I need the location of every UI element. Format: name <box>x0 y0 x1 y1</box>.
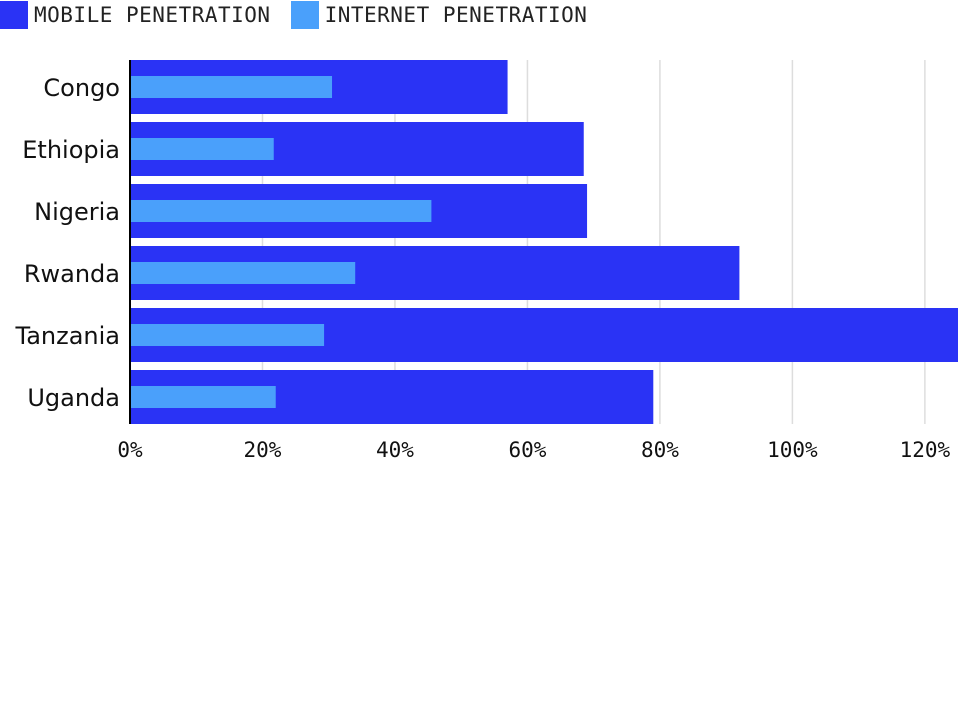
category-label-congo: Congo <box>43 74 120 102</box>
category-label-rwanda: Rwanda <box>24 260 120 288</box>
legend-item-mobile: MOBILE PENETRATION <box>0 1 271 29</box>
x-tick-label-4: 80% <box>641 438 679 462</box>
bar-internet-congo <box>130 76 333 98</box>
category-label-tanzania: Tanzania <box>15 322 121 350</box>
legend-item-internet: INTERNET PENETRATION <box>290 1 588 29</box>
legend-label-mobile: MOBILE PENETRATION <box>34 3 271 27</box>
legend-label-internet: INTERNET PENETRATION <box>324 3 588 27</box>
x-tick-label-0: 0% <box>117 438 143 462</box>
chart-legend: MOBILE PENETRATION INTERNET PENETRATION <box>0 0 607 30</box>
category-label-nigeria: Nigeria <box>34 198 120 226</box>
x-tick-label-1: 20% <box>244 438 282 462</box>
legend-swatch-internet <box>290 1 319 29</box>
x-tick-label-5: 100% <box>767 438 818 462</box>
bar-internet-nigeria <box>130 200 432 222</box>
x-tick-label-2: 40% <box>376 438 414 462</box>
x-tick-label-3: 60% <box>508 438 546 462</box>
bar-internet-uganda <box>130 386 276 408</box>
category-label-ethiopia: Ethiopia <box>22 136 120 164</box>
x-tick-label-6: 120% <box>900 438 951 462</box>
category-label-uganda: Uganda <box>27 384 120 412</box>
bar-internet-rwanda <box>130 262 356 284</box>
bar-internet-ethiopia <box>130 138 274 160</box>
legend-swatch-mobile <box>0 1 28 29</box>
bar-internet-tanzania <box>130 324 325 346</box>
